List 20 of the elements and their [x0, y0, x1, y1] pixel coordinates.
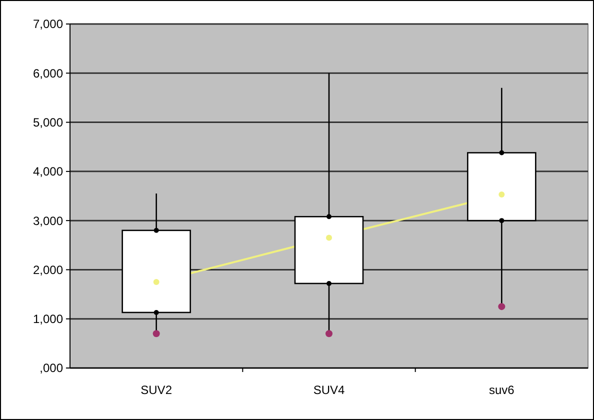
y-tick-label: 6,000	[32, 66, 64, 80]
point	[326, 330, 332, 338]
y-tick-label: 7,000	[32, 17, 64, 32]
x-tick-label: suv6	[488, 383, 515, 397]
point	[154, 310, 159, 315]
y-tick-label: ,000	[40, 361, 64, 376]
point	[326, 280, 332, 286]
point	[154, 228, 159, 233]
point	[499, 218, 504, 224]
point	[498, 303, 506, 310]
y-tick-label: 5,000	[32, 115, 64, 130]
x-tick-label: SUV2	[140, 383, 172, 397]
point	[152, 330, 160, 338]
y-tick-label: 4,000	[32, 164, 64, 179]
point	[326, 214, 332, 220]
y-tick-label: 3,000	[32, 214, 64, 228]
y-tick-label: 1,000	[32, 312, 64, 326]
x-tick-label: SUV4	[313, 383, 345, 397]
point	[499, 150, 504, 156]
y-tick-label: 2,000	[32, 262, 64, 277]
